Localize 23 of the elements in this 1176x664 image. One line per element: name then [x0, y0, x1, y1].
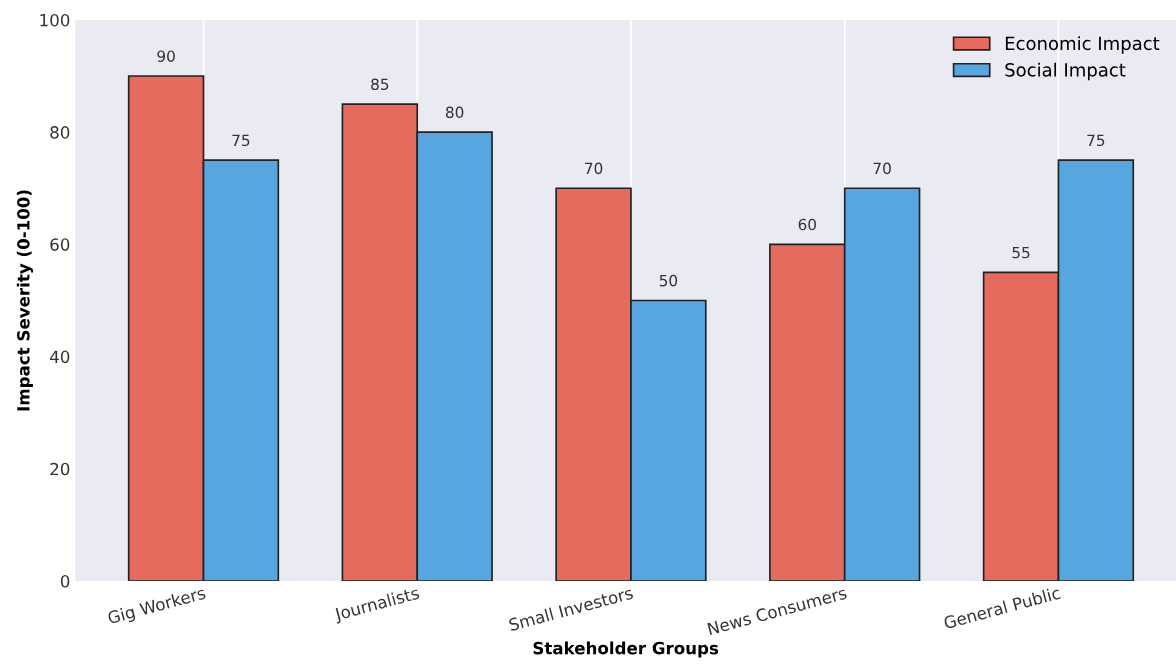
data-label: 55 [1012, 246, 1030, 259]
y-tick-label: 40 [50, 350, 70, 364]
data-label: 50 [659, 274, 678, 287]
y-tick-label: 60 [50, 238, 70, 251]
data-label: 70 [873, 162, 891, 175]
data-label: 70 [585, 162, 603, 175]
x-tick-label: Small Investors [508, 586, 634, 632]
data-label: 60 [798, 218, 817, 231]
data-label: 80 [445, 106, 464, 119]
x-tick-label: General Public [943, 586, 1061, 630]
data-label: 90 [157, 50, 175, 62]
data-label: 75 [1087, 134, 1105, 147]
y-tick-label: 100 [40, 13, 70, 27]
y-tick-label: 80 [50, 126, 70, 139]
x-tick-label: Gig Workers [107, 586, 207, 628]
x-axis-title: Stakeholder Groups [533, 641, 719, 658]
y-tick-label: 0 [60, 574, 70, 588]
data-label: 75 [232, 134, 250, 147]
y-axis-title: Impact Severity (0-100) [16, 190, 34, 411]
legend-label: Economic Impact [1005, 36, 1160, 54]
y-tick-label: 20 [50, 462, 70, 476]
legend-label: Social Impact [1005, 62, 1126, 81]
data-label: 85 [371, 78, 389, 91]
